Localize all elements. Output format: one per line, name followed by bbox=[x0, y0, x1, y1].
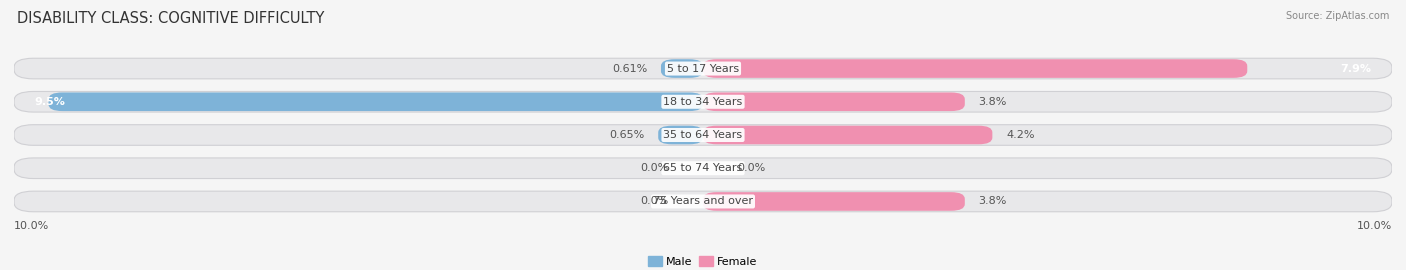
Text: 18 to 34 Years: 18 to 34 Years bbox=[664, 97, 742, 107]
Text: 4.2%: 4.2% bbox=[1007, 130, 1035, 140]
Text: 9.5%: 9.5% bbox=[35, 97, 66, 107]
FancyBboxPatch shape bbox=[14, 92, 1392, 112]
Text: 75 Years and over: 75 Years and over bbox=[652, 197, 754, 207]
Text: 3.8%: 3.8% bbox=[979, 97, 1007, 107]
Text: 3.8%: 3.8% bbox=[979, 197, 1007, 207]
Text: 10.0%: 10.0% bbox=[1357, 221, 1392, 231]
FancyBboxPatch shape bbox=[703, 192, 965, 211]
FancyBboxPatch shape bbox=[14, 58, 1392, 79]
Text: 10.0%: 10.0% bbox=[14, 221, 49, 231]
FancyBboxPatch shape bbox=[703, 92, 965, 111]
FancyBboxPatch shape bbox=[703, 59, 1247, 78]
Text: 5 to 17 Years: 5 to 17 Years bbox=[666, 63, 740, 73]
Text: 0.0%: 0.0% bbox=[738, 163, 766, 173]
FancyBboxPatch shape bbox=[48, 92, 703, 111]
Text: 7.9%: 7.9% bbox=[1340, 63, 1371, 73]
FancyBboxPatch shape bbox=[658, 126, 703, 144]
FancyBboxPatch shape bbox=[703, 126, 993, 144]
FancyBboxPatch shape bbox=[14, 191, 1392, 212]
FancyBboxPatch shape bbox=[661, 59, 703, 78]
Text: 0.61%: 0.61% bbox=[612, 63, 647, 73]
FancyBboxPatch shape bbox=[14, 125, 1392, 145]
FancyBboxPatch shape bbox=[14, 158, 1392, 178]
Text: DISABILITY CLASS: COGNITIVE DIFFICULTY: DISABILITY CLASS: COGNITIVE DIFFICULTY bbox=[17, 11, 325, 26]
Legend: Male, Female: Male, Female bbox=[644, 251, 762, 270]
Text: 0.65%: 0.65% bbox=[609, 130, 644, 140]
Text: 35 to 64 Years: 35 to 64 Years bbox=[664, 130, 742, 140]
Text: 65 to 74 Years: 65 to 74 Years bbox=[664, 163, 742, 173]
Text: 0.0%: 0.0% bbox=[640, 197, 669, 207]
Text: Source: ZipAtlas.com: Source: ZipAtlas.com bbox=[1285, 11, 1389, 21]
Text: 0.0%: 0.0% bbox=[640, 163, 669, 173]
